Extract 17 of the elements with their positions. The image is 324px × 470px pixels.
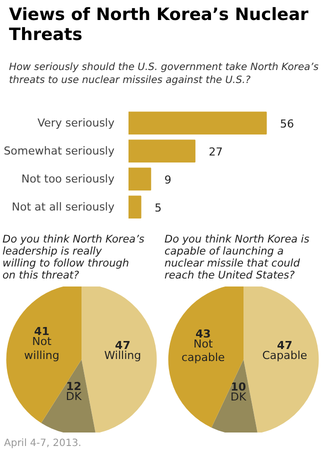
data-label: 5 (154, 202, 162, 215)
y-tick-label: Not at all seriously (12, 200, 115, 214)
y-tick-label: Not too seriously (21, 172, 115, 186)
data-label: 27 (208, 146, 223, 159)
bar (128, 140, 196, 163)
chart-title: Views of North Korea’s Nuclear Threats (9, 5, 310, 45)
text: April 4-7, 2013. (4, 438, 82, 449)
chart-title: Do you think North Korea is capable of launching a nuclear missile that could reach the United States? (164, 234, 310, 282)
data-label: 56 (280, 118, 294, 131)
bar (128, 112, 267, 135)
y-tick-label: Somewhat seriously (4, 144, 115, 158)
bar (128, 168, 152, 191)
y-tick-label: Very seriously (37, 116, 115, 130)
chart-title: Do you think North Korea’s leadership is really willing to follow through on this threat? (2, 234, 145, 282)
data-label: 9 (164, 174, 172, 187)
chart-subtitle: How seriously should the U.S. government take North Korea’s threats to use nuclear missiles against the U.S.? (9, 61, 320, 87)
bar (128, 196, 142, 219)
